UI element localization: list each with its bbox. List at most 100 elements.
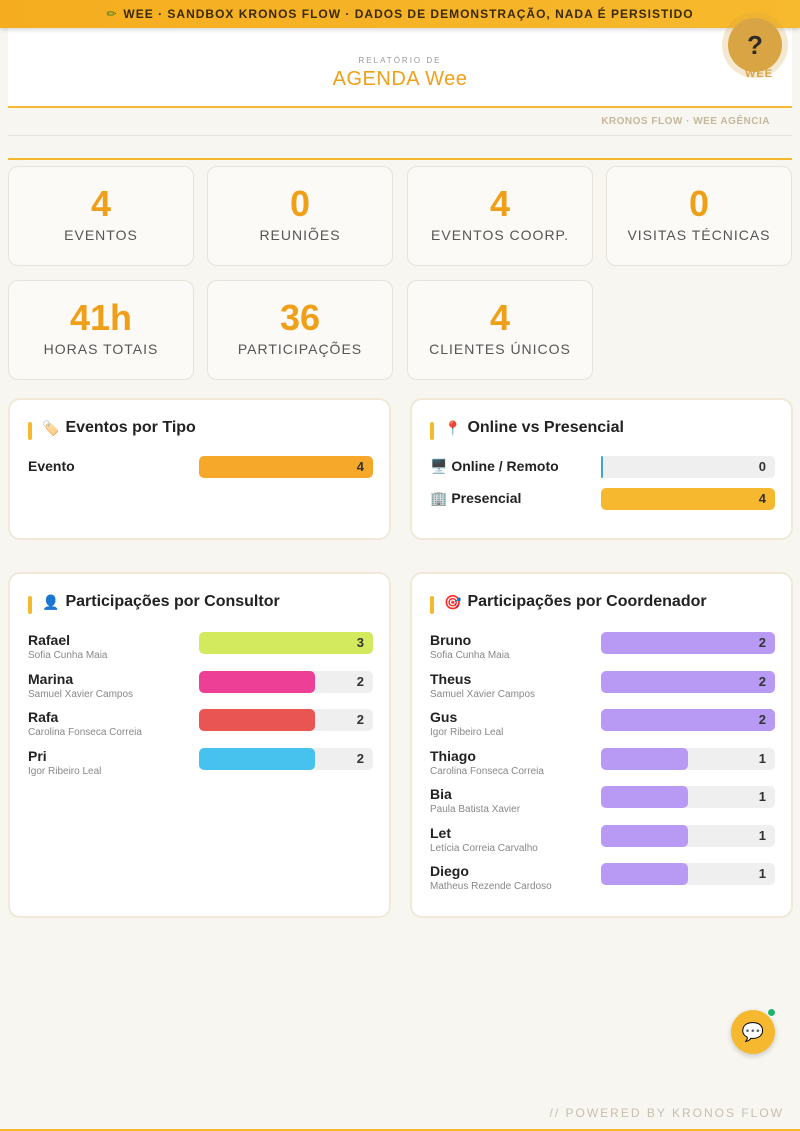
bar-row: Evento 4 — [28, 456, 374, 492]
bar-row: Gus Igor Ribeiro Leal 2 — [430, 709, 776, 745]
bar-track: 2 — [199, 670, 373, 693]
bar-sublabel: Carolina Fonseca Correia — [430, 765, 544, 777]
panel-title-text: Participações por Consultor — [65, 593, 280, 610]
bar-fill — [601, 709, 775, 731]
stat-card: 4 EVENTOS — [8, 166, 194, 266]
stat-card: 0 VISITAS TÉCNICAS — [606, 166, 792, 266]
stat-label: PARTICIPAÇÕES — [237, 341, 363, 357]
bar-row: 🏢 Presencial 4 — [430, 488, 776, 524]
bar-fill — [601, 786, 688, 808]
accent-bar — [430, 596, 434, 614]
bar-row: Marina Samuel Xavier Campos 2 — [28, 670, 374, 707]
bar-label: Diego — [430, 863, 469, 879]
bar-value: 2 — [356, 750, 364, 766]
target-icon: 🎯 — [444, 593, 462, 610]
report-header: RELATÓRIO DE AGENDA Wee — [8, 28, 792, 108]
bar-track: 1 — [601, 786, 775, 808]
bar-label: Thiago — [430, 747, 476, 764]
bar-sublabel: Letícia Correia Carvalho — [430, 842, 538, 854]
bar-row: Pri Igor Ribeiro Leal 2 — [28, 747, 374, 784]
bar-sublabel: Samuel Xavier Campos — [28, 688, 134, 700]
stat-card: 36 PARTICIPAÇÕES — [207, 280, 393, 380]
bar-value: 4 — [758, 491, 766, 506]
stat-card: 4 EVENTOS COORP. — [407, 166, 593, 266]
help-label: WEE — [744, 68, 774, 80]
bar-fill — [601, 863, 688, 885]
stat-card: 4 CLIENTES ÚNICOS — [407, 280, 593, 380]
pin-icon: 📍 — [444, 419, 462, 436]
bar-value: 1 — [758, 750, 766, 766]
bar-fill — [199, 670, 315, 693]
bar-label: 🖥️ Online / Remoto — [430, 458, 559, 474]
stat-value: 0 — [688, 183, 710, 224]
help-icon: ? — [747, 29, 763, 60]
panel-title-text: Participações por Coordenador — [467, 593, 707, 610]
bar-sublabel: Carolina Fonseca Correia — [28, 727, 142, 738]
sandbox-banner: ✏ WEE · SANDBOX KRONOS FLOW · DADOS DE D… — [0, 0, 800, 28]
footer-divider — [0, 1129, 800, 1131]
bar-sublabel: Igor Ribeiro Leal — [28, 765, 102, 777]
bar-label: Theus — [430, 670, 472, 687]
stat-value: 4 — [489, 297, 511, 338]
bar-value: 1 — [758, 866, 766, 881]
panel-eventos-por-tipo: 🏷️ Eventos por Tipo Evento 4 — [8, 398, 391, 540]
panel-title: 📍 Online vs Presencial — [430, 416, 624, 440]
bar-row: 🖥️ Online / Remoto 0 — [430, 456, 776, 492]
bar-fill — [199, 632, 373, 654]
bar-value: 3 — [356, 635, 364, 650]
bar-fill — [199, 456, 373, 478]
accent-bar — [430, 422, 434, 440]
panel-title-text: Eventos por Tipo — [65, 419, 196, 436]
bar-row: Thiago Carolina Fonseca Correia 1 — [430, 747, 776, 784]
bar-fill — [199, 747, 315, 770]
bar-track: 4 — [601, 488, 775, 510]
bar-track: 3 — [199, 632, 373, 654]
stat-value: 4 — [489, 183, 511, 224]
stat-value: 41h — [69, 297, 133, 338]
bar-fill — [601, 747, 688, 770]
panel-participacoes-por-coordenador: 🎯 Participações por Coordenador Bruno Sof… — [410, 572, 793, 918]
bar-sublabel: Sofia Cunha Maia — [28, 650, 108, 661]
bar-track: 0 — [601, 456, 775, 478]
bar-row: Let Letícia Correia Carvalho 1 — [430, 824, 776, 861]
stat-card: 41h HORAS TOTAIS — [8, 280, 194, 380]
stat-label: HORAS TOTAIS — [43, 341, 159, 357]
bar-fill — [601, 456, 603, 478]
bar-row: Theus Samuel Xavier Campos 2 — [430, 670, 776, 707]
bar-sublabel: Samuel Xavier Campos — [430, 688, 536, 700]
panel-title: 🏷️ Eventos por Tipo — [28, 416, 196, 440]
stat-value: 4 — [90, 183, 112, 224]
bar-sublabel: Matheus Rezende Cardoso — [430, 881, 552, 892]
bar-value: 0 — [758, 459, 766, 474]
stat-label: EVENTOS — [64, 227, 138, 243]
bar-label: Rafael — [28, 632, 71, 648]
banner-text: WEE · SANDBOX KRONOS FLOW · DADOS DE DEM… — [123, 7, 694, 21]
bar-fill — [601, 824, 688, 847]
bar-value: 2 — [758, 712, 766, 727]
footer-credit: // POWERED BY KRONOS FLOW — [549, 1106, 784, 1120]
subheader: KRONOS FLOW · WEE AGÊNCIA — [8, 108, 792, 136]
bar-track: 2 — [601, 709, 775, 731]
bar-fill — [601, 670, 775, 693]
panel-participacoes-por-consultor: 👤 Participações por Consultor Rafael Sofi… — [8, 572, 391, 918]
bar-track: 2 — [199, 747, 373, 770]
panel-title: 👤 Participações por Consultor — [28, 590, 280, 614]
stat-label: VISITAS TÉCNICAS — [627, 227, 771, 243]
bar-label: Pri — [28, 747, 47, 764]
bar-value: 2 — [758, 673, 766, 689]
bar-track: 2 — [601, 632, 775, 654]
online-status-dot — [767, 1008, 776, 1017]
bar-value: 1 — [758, 827, 766, 843]
bar-track: 2 — [601, 670, 775, 693]
help-button[interactable]: ? — [728, 18, 782, 72]
report-kicker: RELATÓRIO DE — [358, 56, 442, 65]
bar-row: Bia Paula Batista Xavier 1 — [430, 786, 776, 822]
bar-track: 1 — [601, 747, 775, 770]
bar-label: Rafa — [28, 709, 59, 725]
bar-value: 4 — [356, 459, 364, 474]
chat-bubble-icon: 💬 — [741, 1021, 765, 1042]
bar-sublabel: Igor Ribeiro Leal — [430, 727, 504, 738]
chat-button[interactable]: 💬 — [731, 1010, 775, 1054]
bar-value: 1 — [758, 789, 766, 804]
page-title: AGENDA Wee — [332, 68, 468, 90]
